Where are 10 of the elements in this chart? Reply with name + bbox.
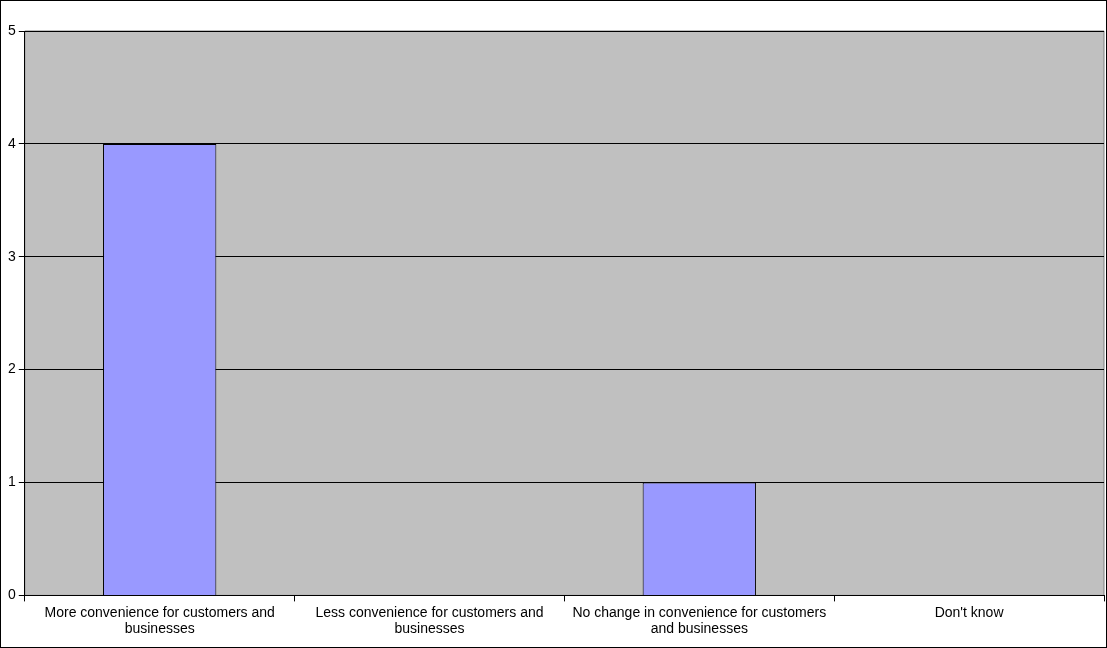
x-tick-label: Less convenience for customers and businesses bbox=[315, 603, 544, 637]
x-tick-label: Don't know bbox=[934, 603, 1005, 620]
x-tick-label: More convenience for customers and businesses bbox=[44, 603, 275, 637]
y-tick-label: 4 bbox=[7, 134, 16, 151]
y-tick-label: 1 bbox=[7, 473, 16, 490]
y-tick-label: 0 bbox=[7, 586, 16, 603]
x-tick-label: No change in convenience for customers and businesses bbox=[572, 603, 827, 637]
y-tick-label: 2 bbox=[7, 360, 16, 377]
y-tick-label: 5 bbox=[7, 21, 16, 38]
y-tick-label: 3 bbox=[7, 247, 16, 264]
